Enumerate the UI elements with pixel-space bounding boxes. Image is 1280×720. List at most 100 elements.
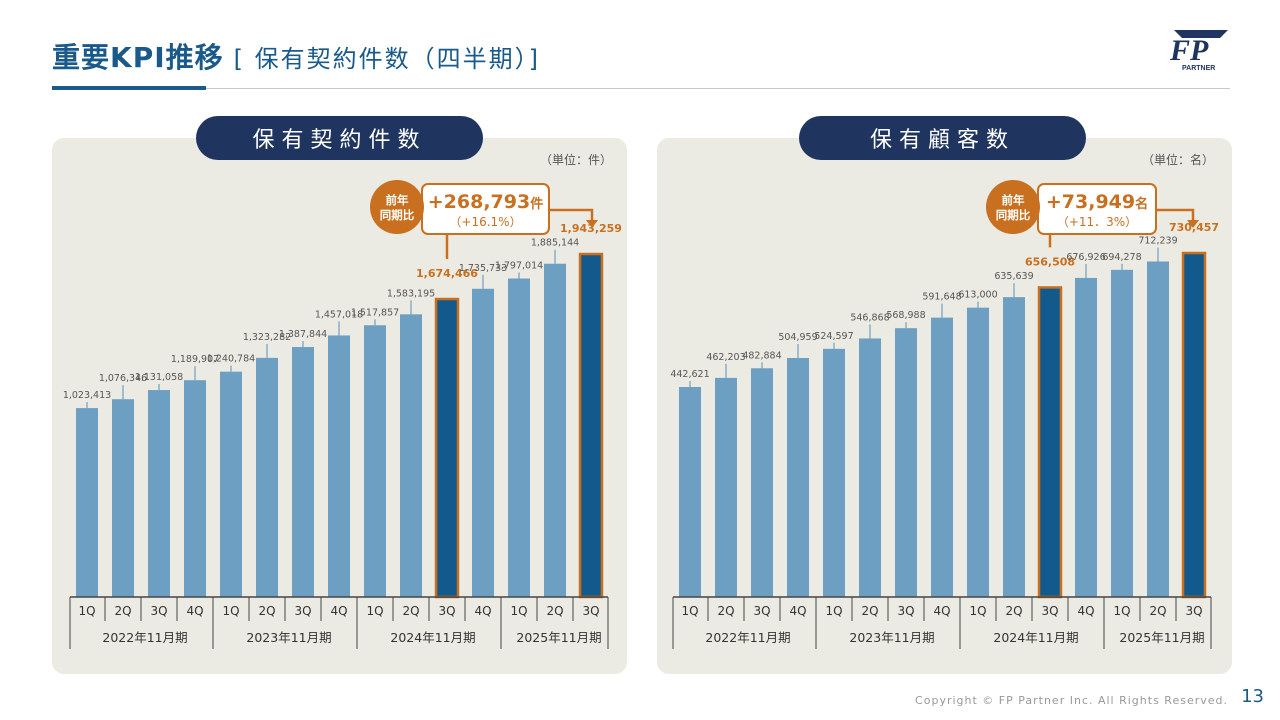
fp-partner-logo: FP PARTNER — [1169, 30, 1228, 72]
bar-value-label-8: 591,648 — [922, 292, 961, 303]
title-main: 重要KPI推移 — [52, 41, 224, 74]
category-label-10: 2Q — [402, 604, 419, 618]
group-label-4: 2025年11月期 — [516, 630, 601, 645]
category-label-4: 4Q — [789, 604, 806, 618]
category-label-15: 3Q — [1185, 604, 1202, 618]
category-label-1: 1Q — [681, 604, 698, 618]
page-number: 13 — [1241, 686, 1264, 707]
group-label-1: 2022年11月期 — [102, 630, 187, 645]
callout-arrow-line — [549, 208, 594, 224]
logo-text: PARTNER — [1182, 65, 1215, 72]
bar-value-label-10: 635,639 — [994, 271, 1033, 282]
bar-1 — [679, 387, 701, 597]
bar-value-label-14: 1,885,144 — [531, 238, 579, 249]
callout-value: +73,949名 — [1046, 191, 1148, 213]
group-label-2: 2023年11月期 — [849, 630, 934, 645]
category-label-12: 4Q — [474, 604, 491, 618]
category-label-14: 2Q — [1149, 604, 1166, 618]
bar-value-label-11: 1,674,466 — [416, 267, 478, 280]
bar-value-label-2: 1,076,346 — [99, 373, 147, 384]
category-label-7: 3Q — [897, 604, 914, 618]
bar-12 — [1075, 277, 1097, 597]
bar-value-label-15: 1,943,259 — [560, 222, 622, 235]
bar-value-label-13: 694,278 — [1102, 252, 1141, 263]
callout-percent: （+11．3%） — [1057, 215, 1137, 229]
group-label-2: 2023年11月期 — [246, 630, 331, 645]
bar-1 — [76, 408, 98, 597]
unit-label: （単位：件） — [540, 152, 612, 167]
bar-15 — [1181, 251, 1207, 599]
bar-2 — [112, 399, 134, 597]
bar-6 — [256, 357, 278, 597]
bar-6 — [859, 338, 881, 597]
callout-arrowhead — [1187, 220, 1199, 228]
category-label-11: 3Q — [1041, 604, 1058, 618]
category-label-3: 3Q — [753, 604, 770, 618]
bar-4 — [787, 357, 809, 597]
category-label-10: 2Q — [1005, 604, 1022, 618]
callout-value: +268,793件 — [428, 191, 543, 213]
bar-4 — [184, 380, 206, 597]
category-label-14: 2Q — [546, 604, 563, 618]
bar-13 — [508, 278, 530, 597]
bar-value-label-5: 524,597 — [814, 331, 853, 342]
bar-value-label-2: 462,203 — [706, 352, 745, 363]
category-label-1: 1Q — [78, 604, 95, 618]
bar-value-label-3: 1,131,058 — [135, 372, 183, 383]
title-sub: [ 保有契約件数（四半期）] — [233, 45, 540, 73]
callout-label-line1: 前年 — [386, 193, 409, 207]
callout-circle — [986, 180, 1040, 234]
logo-mark: FP — [1169, 34, 1209, 67]
page-title: 重要KPI推移 [ 保有契約件数（四半期）] — [52, 36, 540, 76]
callout-arrowhead — [586, 220, 598, 228]
bar-11 — [1037, 286, 1063, 599]
bar-value-label-8: 1,457,018 — [315, 309, 363, 320]
bar-9 — [967, 307, 989, 597]
category-label-5: 1Q — [825, 604, 842, 618]
bar-7 — [895, 328, 917, 597]
bar-value-label-1: 1,023,413 — [63, 390, 111, 401]
category-label-2: 2Q — [114, 604, 131, 618]
category-label-6: 2Q — [861, 604, 878, 618]
bar-7 — [292, 347, 314, 597]
bar-2 — [715, 377, 737, 597]
group-label-3: 2024年11月期 — [993, 630, 1078, 645]
bar-value-label-5: 1,240,784 — [207, 354, 255, 365]
callout-label-line2: 同期比 — [380, 208, 415, 222]
bar-value-label-14: 712,239 — [1138, 235, 1177, 246]
bar-value-label-3: 482,884 — [742, 350, 781, 361]
bar-value-label-13: 1,797,014 — [495, 260, 543, 271]
group-label-4: 2025年11月期 — [1119, 630, 1204, 645]
bar-12 — [472, 288, 494, 597]
group-label-1: 2022年11月期 — [705, 630, 790, 645]
category-label-4: 4Q — [186, 604, 203, 618]
callout-circle — [370, 180, 424, 234]
category-label-12: 4Q — [1077, 604, 1094, 618]
bar-value-label-6: 546,868 — [850, 312, 889, 323]
bar-3 — [751, 368, 773, 597]
category-label-2: 2Q — [717, 604, 734, 618]
bar-value-label-9: 613,000 — [958, 290, 997, 301]
category-label-13: 1Q — [510, 604, 527, 618]
bar-10 — [400, 314, 422, 597]
category-label-7: 3Q — [294, 604, 311, 618]
bar-14 — [1147, 261, 1169, 597]
category-label-9: 1Q — [969, 604, 986, 618]
bar-5 — [823, 348, 845, 597]
category-label-9: 1Q — [366, 604, 383, 618]
bar-10 — [1003, 297, 1025, 597]
bar-9 — [364, 325, 386, 597]
callout-arrow-line — [1156, 208, 1195, 224]
left-chart-title: 保有契約件数 — [196, 116, 483, 160]
title-rule — [52, 88, 1230, 89]
unit-label: （単位：名） — [1142, 152, 1214, 167]
bar-value-label-10: 1,583,195 — [387, 288, 435, 299]
bar-value-label-9: 1,517,857 — [351, 307, 399, 318]
callout-label-line2: 同期比 — [996, 208, 1031, 222]
category-label-13: 1Q — [1113, 604, 1130, 618]
callout-percent: （+16.1%） — [449, 215, 521, 229]
category-label-11: 3Q — [438, 604, 455, 618]
category-label-5: 1Q — [222, 604, 239, 618]
